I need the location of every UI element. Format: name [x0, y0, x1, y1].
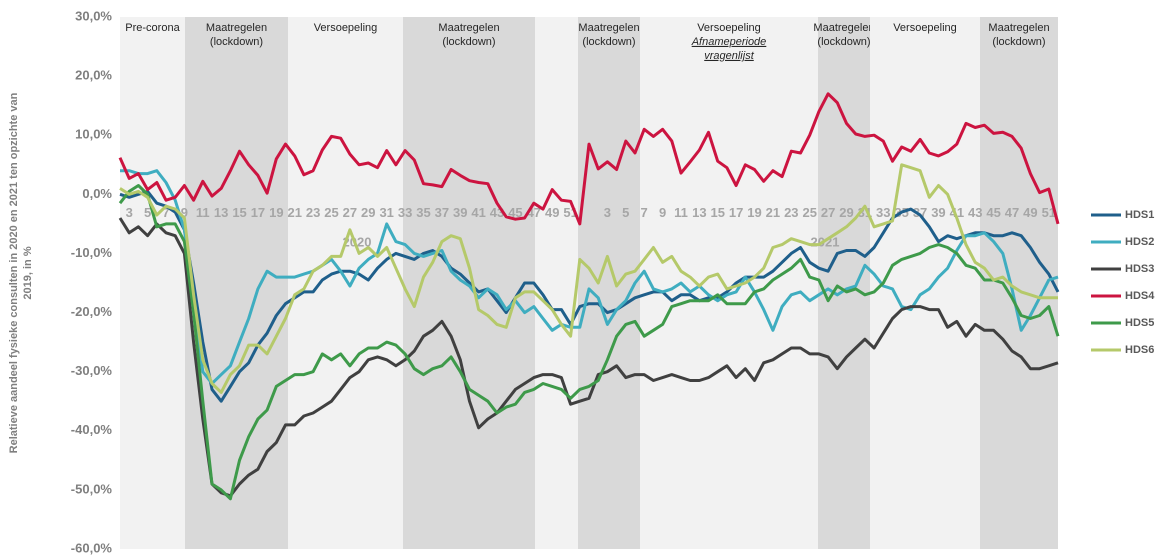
y-tick-label: -40,0% — [71, 422, 113, 437]
period-label: Pre-corona — [125, 22, 180, 34]
legend-label: HDS6 — [1125, 344, 1154, 356]
y-tick-label: -10,0% — [71, 245, 113, 260]
period-band — [185, 17, 288, 549]
legend-label: HDS5 — [1125, 317, 1154, 329]
period-band — [640, 17, 818, 549]
x-tick-label: 41 — [471, 205, 485, 220]
x-tick-label: 27 — [343, 205, 357, 220]
series-line — [120, 169, 1059, 385]
period-label: Versoepeling — [314, 22, 378, 34]
x-tick-label: 17 — [251, 205, 265, 220]
period-label: Versoepeling — [893, 22, 957, 34]
period-band — [578, 17, 640, 549]
period-band — [535, 17, 578, 549]
x-tick-label: 7 — [641, 205, 648, 220]
y-tick-label: -30,0% — [71, 363, 113, 378]
x-tick-label: 9 — [659, 205, 666, 220]
y-tick-label: -60,0% — [71, 540, 113, 555]
x-tick-label: 11 — [674, 205, 688, 220]
x-tick-label: 3 — [604, 205, 611, 220]
x-tick-label: 31 — [379, 205, 393, 220]
x-tick-label: 9 — [181, 205, 188, 220]
legend-label: HDS4 — [1125, 290, 1155, 302]
period-label: Maatregelen — [988, 22, 1049, 34]
y-tick-label: 10,0% — [75, 127, 112, 142]
period-label: (lockdown) — [992, 36, 1045, 48]
period-label: Maatregelen — [438, 22, 499, 34]
x-tick-label: 15 — [711, 205, 725, 220]
x-tick-label: 3 — [126, 205, 133, 220]
period-label: (lockdown) — [582, 36, 635, 48]
x-tick-label: 37 — [913, 205, 927, 220]
y-tick-label: 20,0% — [75, 68, 112, 83]
legend-label: HDS3 — [1125, 263, 1154, 275]
x-tick-label: 27 — [821, 205, 835, 220]
y-tick-label: -20,0% — [71, 304, 113, 319]
x-tick-label: 49 — [1023, 205, 1037, 220]
period-label: Maatregelen — [813, 22, 874, 34]
period-label: (lockdown) — [817, 36, 870, 48]
x-tick-label: 47 — [1005, 205, 1019, 220]
x-tick-label: 5 — [144, 205, 151, 220]
x-tick-label: 45 — [508, 205, 522, 220]
x-tick-label: 29 — [361, 205, 375, 220]
series-line — [118, 92, 1060, 226]
x-tick-label: 33 — [398, 205, 412, 220]
y-tick-label: 0,0% — [82, 186, 112, 201]
x-tick-label: 43 — [968, 205, 982, 220]
x-tick-label: 45 — [986, 205, 1000, 220]
period-label: (lockdown) — [442, 36, 495, 48]
x-tick-label: 33 — [876, 205, 890, 220]
x-tick-label: 39 — [931, 205, 945, 220]
series-line — [119, 189, 1060, 403]
x-tick-label: 23 — [784, 205, 798, 220]
period-label: Afnameperiode — [691, 36, 767, 48]
period-band — [288, 17, 403, 549]
x-tick-label: 25 — [802, 205, 816, 220]
legend-label: HDS2 — [1125, 236, 1154, 248]
series-line — [118, 217, 1059, 498]
x-tick-label: 15 — [232, 205, 246, 220]
period-band — [980, 17, 1058, 549]
x-tick-label: 13 — [214, 205, 228, 220]
year-label: 2020 — [343, 234, 372, 249]
period-label: vragenlijst — [704, 50, 754, 62]
x-tick-label: 19 — [269, 205, 283, 220]
x-tick-label: 29 — [839, 205, 853, 220]
x-tick-label: 49 — [545, 205, 559, 220]
y-tick-label: -50,0% — [71, 481, 113, 496]
legend-label: HDS1 — [1125, 209, 1154, 221]
series-line — [118, 184, 1060, 501]
y-tick-label: 30,0% — [75, 8, 112, 23]
series-line — [119, 163, 1058, 394]
x-tick-label: 39 — [453, 205, 467, 220]
x-tick-label: 21 — [287, 205, 301, 220]
period-band — [870, 17, 980, 549]
x-tick-label: 17 — [729, 205, 743, 220]
y-axis-title: 2019, in % — [22, 246, 34, 299]
x-tick-label: 35 — [416, 205, 430, 220]
x-tick-label: 7 — [162, 205, 169, 220]
period-label: (lockdown) — [210, 36, 263, 48]
y-axis-title: Relatieve aandeel fysieke consulten in 2… — [8, 92, 20, 453]
period-label: Maatregelen — [578, 22, 639, 34]
x-tick-label: 13 — [692, 205, 706, 220]
period-band — [120, 17, 185, 549]
x-tick-label: 23 — [306, 205, 320, 220]
x-tick-label: 5 — [622, 205, 629, 220]
period-label: Versoepeling — [697, 22, 761, 34]
x-tick-label: 19 — [747, 205, 761, 220]
x-tick-label: 37 — [435, 205, 449, 220]
x-tick-label: 25 — [324, 205, 338, 220]
period-band — [818, 17, 870, 549]
x-tick-label: 11 — [196, 205, 210, 220]
x-tick-label: 21 — [766, 205, 780, 220]
period-label: Maatregelen — [206, 22, 267, 34]
